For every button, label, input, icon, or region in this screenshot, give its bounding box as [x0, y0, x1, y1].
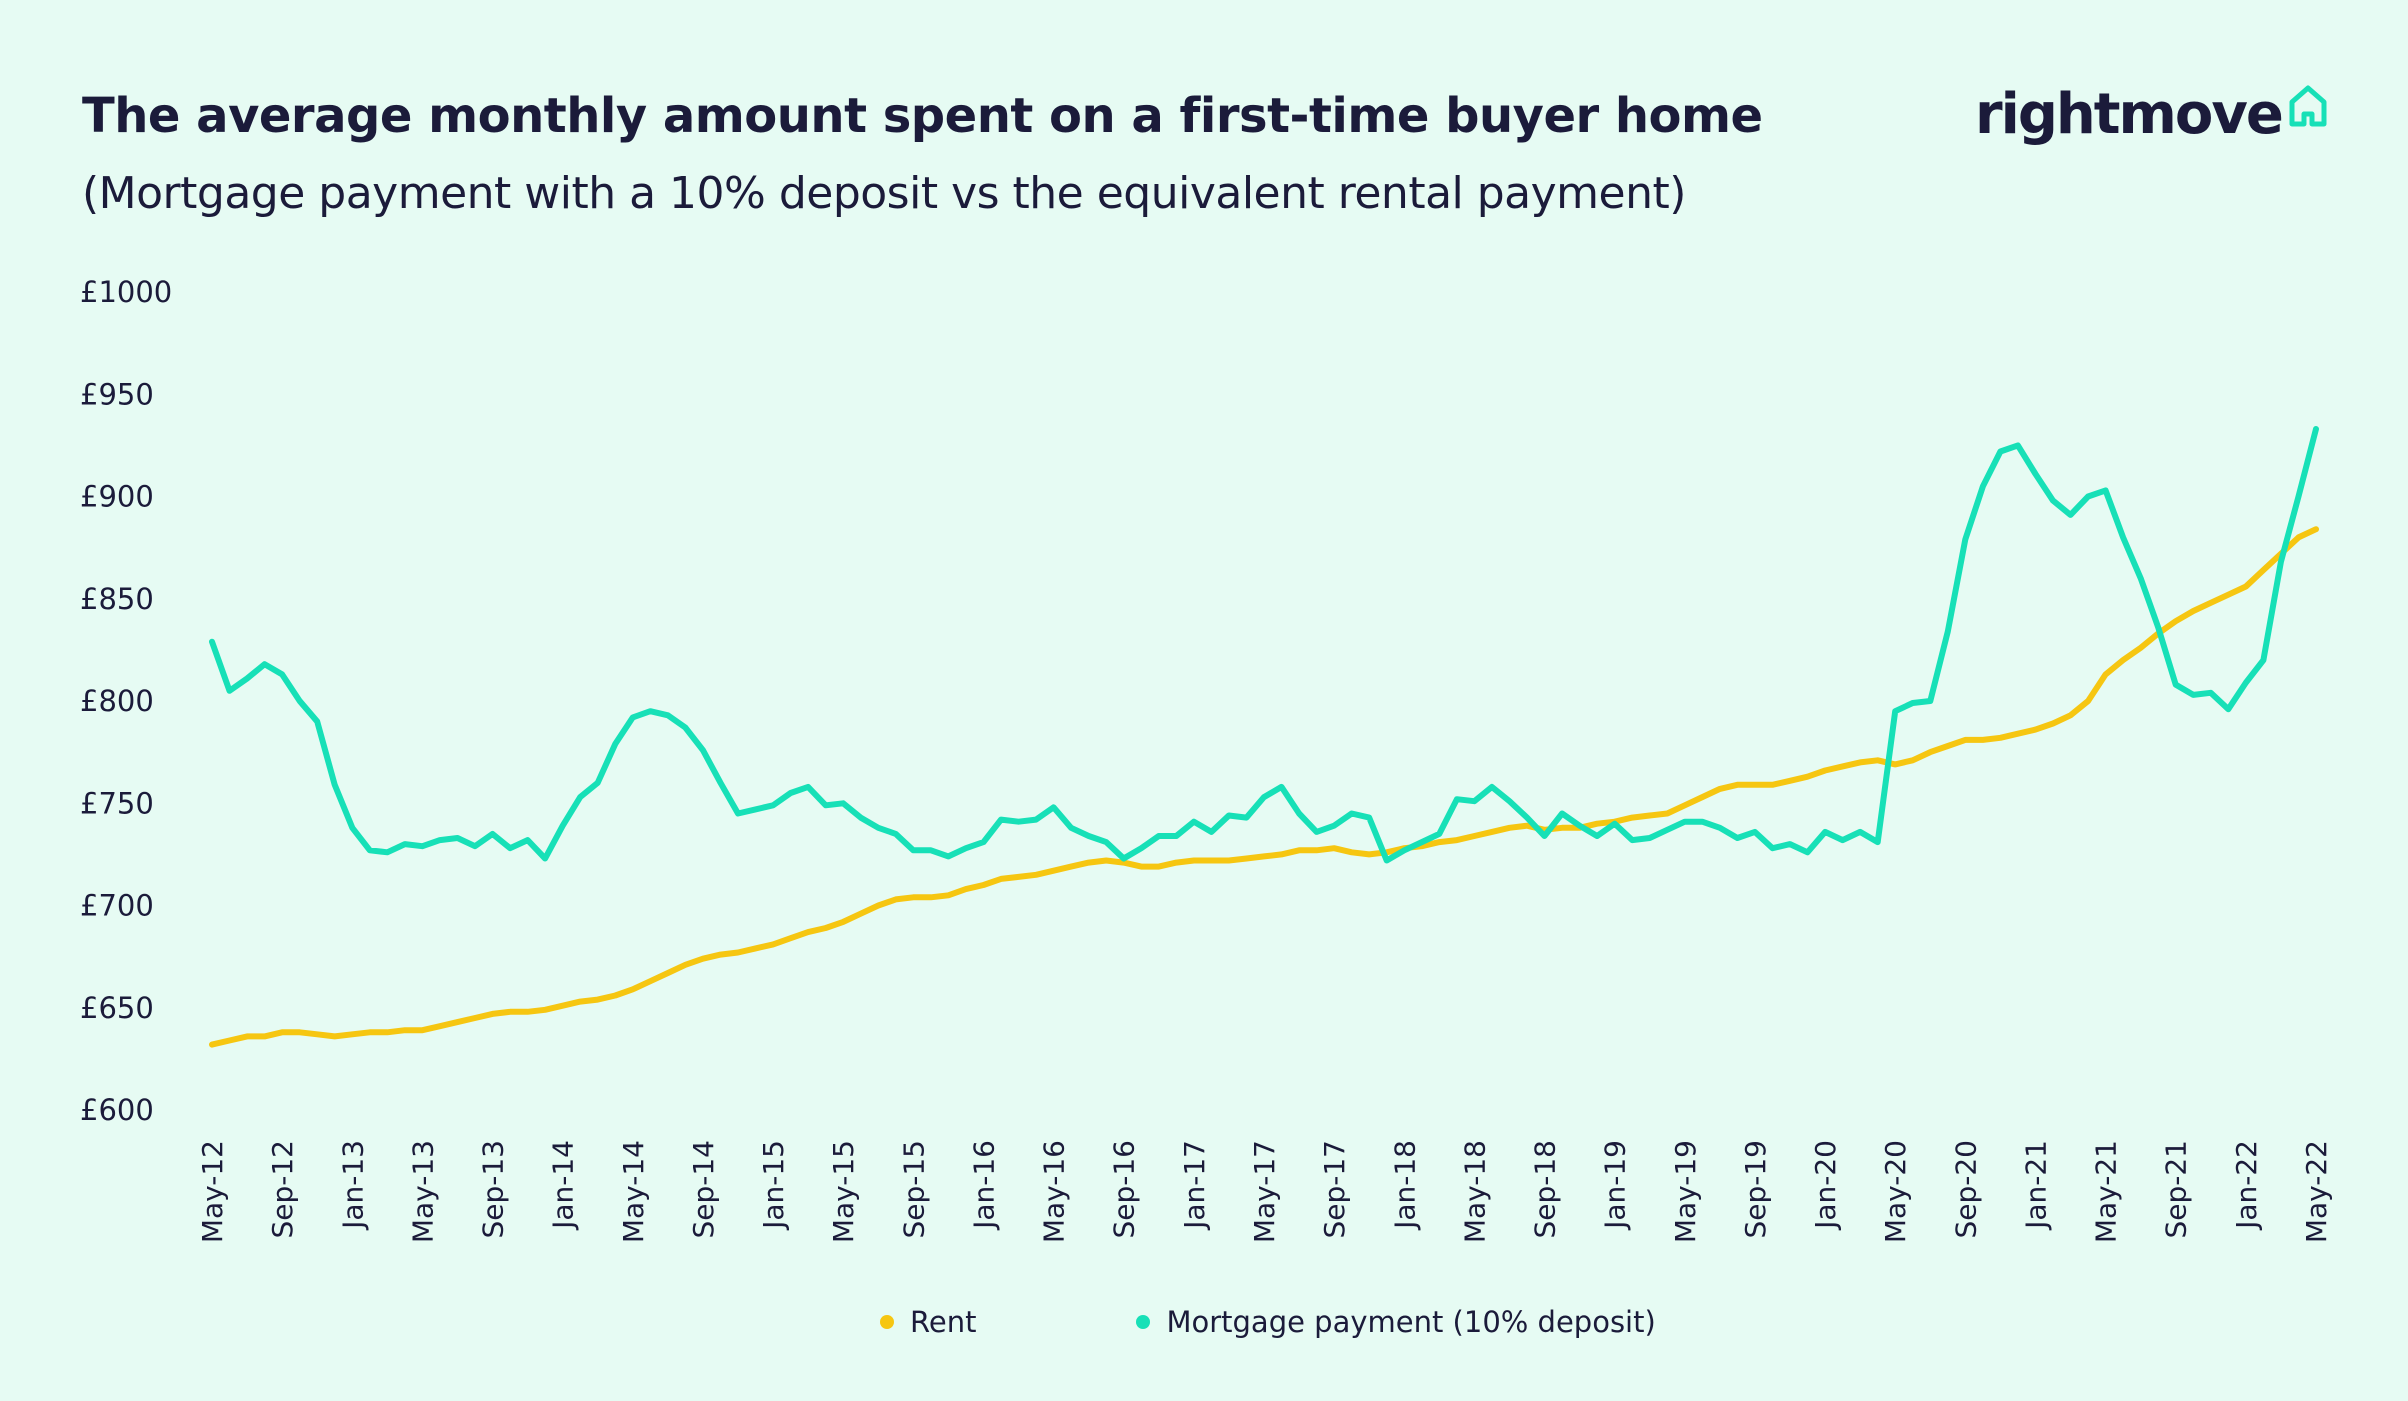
x-tick-label: May-16 — [1038, 1140, 1071, 1243]
x-tick-label: Sep-15 — [897, 1140, 930, 1239]
x-tick-label: Jan-22 — [2230, 1140, 2263, 1231]
chart-title: The average monthly amount spent on a fi… — [82, 88, 1763, 144]
x-tick-label: May-19 — [1669, 1140, 1702, 1243]
x-tick-label: Jan-15 — [757, 1140, 790, 1231]
x-tick-label: May-20 — [1879, 1140, 1912, 1243]
x-tick-label: Sep-21 — [2160, 1140, 2193, 1239]
x-tick-label: May-17 — [1248, 1140, 1281, 1243]
x-tick-label: May-13 — [406, 1140, 439, 1243]
house-icon — [2288, 84, 2328, 132]
logo-text: rightmove — [1975, 82, 2284, 147]
y-tick-label: £850 — [80, 582, 154, 616]
x-tick-label: May-22 — [2300, 1140, 2333, 1243]
legend-item-rent: Rent — [880, 1305, 976, 1339]
x-tick-label: May-15 — [827, 1140, 860, 1243]
series-line-rent — [209, 526, 2319, 1048]
x-tick-label: Sep-20 — [1949, 1140, 1982, 1239]
rightmove-logo: rightmove — [1975, 82, 2328, 147]
y-tick-label: £900 — [80, 480, 154, 514]
series-line-mortgage — [209, 426, 2319, 864]
chart-subtitle: (Mortgage payment with a 10% deposit vs … — [82, 168, 1686, 219]
x-tick-label: May-12 — [196, 1140, 229, 1243]
y-tick-label: £750 — [80, 786, 154, 820]
x-tick-label: Jan-19 — [1599, 1140, 1632, 1231]
x-tick-label: Sep-18 — [1529, 1140, 1562, 1239]
y-tick-label: £650 — [80, 991, 154, 1025]
x-axis: May-12 Sep-12 Jan-13 May-13 Sep-13 Jan-14 May-… — [196, 1140, 2333, 1243]
x-tick-label: Jan-14 — [547, 1140, 580, 1231]
x-tick-label: Jan-21 — [2019, 1140, 2052, 1231]
y-tick-label: £800 — [80, 684, 154, 718]
y-tick-label: £950 — [80, 377, 154, 411]
legend-item-mortgage: Mortgage payment (10% deposit) — [1136, 1305, 1656, 1339]
legend-swatch-rent — [880, 1315, 894, 1329]
x-tick-label: Jan-13 — [336, 1140, 369, 1231]
x-tick-label: May-18 — [1458, 1140, 1491, 1243]
x-tick-label: May-14 — [617, 1140, 650, 1243]
x-tick-label: Jan-17 — [1178, 1140, 1211, 1231]
x-tick-label: May-21 — [2090, 1140, 2123, 1243]
y-tick-label: £700 — [80, 889, 154, 923]
x-tick-label: Sep-12 — [266, 1140, 299, 1239]
x-tick-label: Jan-18 — [1388, 1140, 1421, 1231]
x-tick-label: Sep-13 — [477, 1140, 510, 1239]
x-tick-label: Jan-16 — [967, 1140, 1000, 1231]
legend-label-mortgage: Mortgage payment (10% deposit) — [1166, 1305, 1656, 1339]
legend-label-rent: Rent — [910, 1305, 977, 1339]
x-tick-label: Sep-19 — [1739, 1140, 1772, 1239]
y-tick-label: £1000 — [80, 275, 172, 309]
series-layer — [209, 426, 2319, 1048]
x-tick-label: Jan-20 — [1809, 1140, 1842, 1231]
y-tick-label: £600 — [80, 1093, 154, 1127]
y-axis: £600 £650 £700 £750 £800 £850 £900 £950 £1000 — [80, 275, 172, 1127]
legend: Rent Mortgage payment (10% deposit) — [880, 1305, 1816, 1339]
legend-swatch-mortgage — [1136, 1315, 1151, 1329]
x-tick-label: Sep-16 — [1108, 1140, 1141, 1239]
x-tick-label: Sep-17 — [1318, 1140, 1351, 1239]
x-tick-label: Sep-14 — [687, 1140, 720, 1239]
